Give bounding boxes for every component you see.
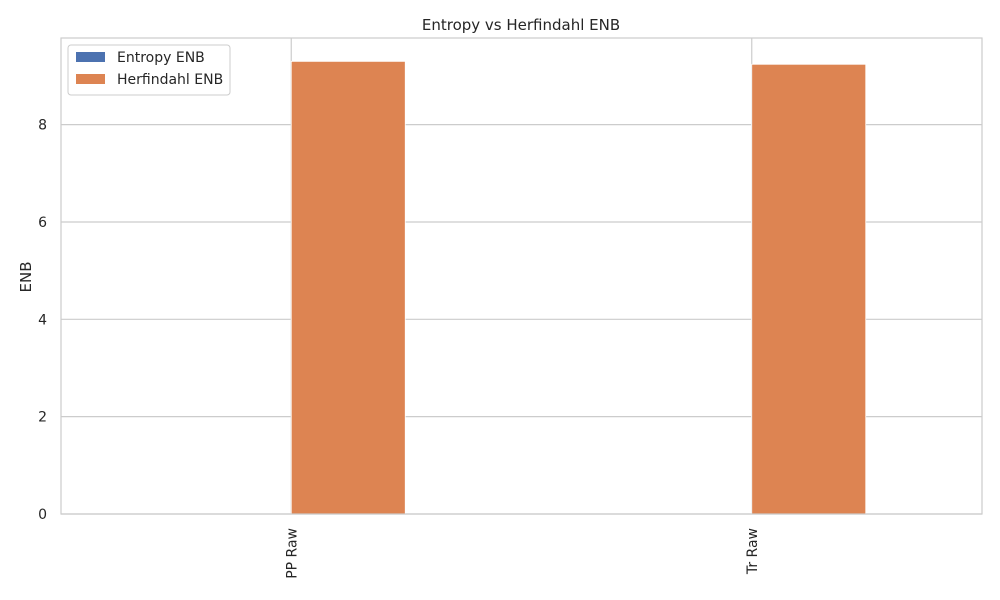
chart-title: Entropy vs Herfindahl ENB (422, 16, 620, 34)
bar-herfindahl-enb (751, 63, 867, 515)
plot-frame (60, 37, 983, 515)
legend-swatch (76, 74, 105, 84)
y-tick-label: 0 (38, 507, 47, 523)
bar-herfindahl-enb (290, 60, 406, 515)
legend: Entropy ENB Herfindahl ENB (67, 44, 231, 96)
bars-layer (290, 60, 867, 515)
y-tick-label: 2 (38, 410, 47, 426)
legend-swatch (76, 52, 105, 62)
legend-label: Herfindahl ENB (117, 72, 223, 88)
x-tick-label: Tr Raw (745, 528, 761, 575)
x-tick-label: PP Raw (284, 528, 300, 579)
x-tick-labels: PP Raw Tr Raw (284, 528, 761, 579)
y-tick-label: 6 (38, 215, 47, 231)
legend-box (67, 44, 231, 96)
y-axis-title: ENB (17, 262, 35, 293)
legend-label: Entropy ENB (117, 50, 205, 66)
y-tick-label: 4 (38, 312, 47, 328)
y-tick-label: 8 (38, 118, 47, 134)
y-tick-labels: 0 2 4 6 8 (38, 118, 47, 523)
